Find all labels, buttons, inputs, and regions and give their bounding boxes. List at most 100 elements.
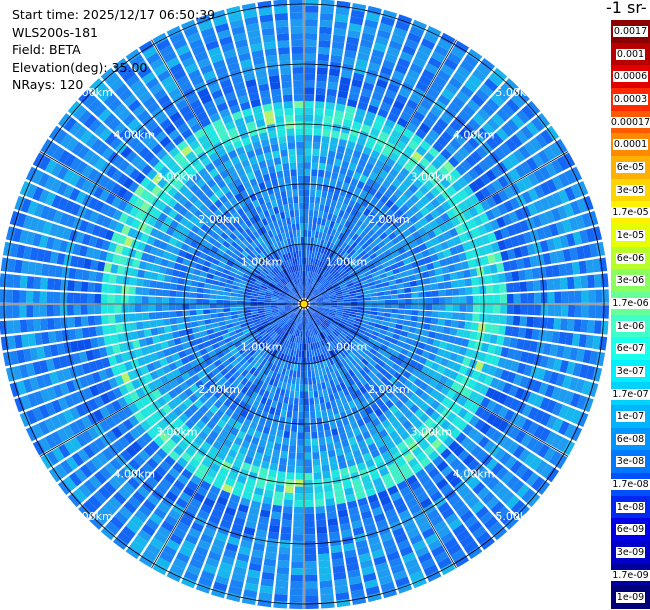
scan-bin [311,431,318,439]
scan-bin [260,358,268,366]
scan-bin [304,438,311,446]
scan-bin [310,175,317,184]
scan-bin [305,588,319,596]
scan-bin [304,513,315,521]
scan-bin [282,512,293,521]
scan-bin [128,286,136,295]
scan-bin [506,315,514,326]
scan-bin [223,308,231,313]
scan-bin [284,108,294,116]
scan-bin [418,356,428,365]
scan-bin [304,309,306,317]
scan-bin [444,378,455,388]
scan-bin [413,334,422,342]
scan-bin [304,466,313,474]
scan-bin [490,355,500,366]
scan-bin [256,371,264,380]
scan-bin [278,395,285,403]
scan-bin [404,309,412,315]
scan-bin [156,281,164,289]
scan-bin [371,393,381,403]
scan-bin [297,243,301,251]
scan-bin [293,203,299,211]
scan-bin [304,384,309,392]
scan-bin [338,516,350,525]
scan-bin [218,321,226,327]
scan-bin [294,209,300,217]
scan-bin [291,418,298,426]
scan-bin [358,340,366,348]
scan-bin [367,464,378,475]
scan-bin [468,520,483,534]
scan-bin [244,582,259,592]
scan-bin [452,404,463,415]
scan-bin [350,421,359,430]
scan-bin [395,457,407,468]
scan-bin [341,329,349,336]
scan-bin [182,310,190,317]
scan-bin [314,492,324,500]
scan-bin [197,509,210,521]
scan-bin [409,321,418,328]
scan-bin [343,542,356,552]
scan-bin [304,155,312,163]
scan-bin [309,203,315,211]
scan-bin [334,362,341,370]
scan-bin [421,350,430,359]
scan-bin [313,465,322,473]
scan-bin [359,369,367,378]
scan-bin [370,367,379,376]
scan-bin [267,362,274,370]
scan-bin [333,482,343,492]
scan-bin [446,360,456,370]
scan-bin [290,216,296,225]
scan-bin [308,307,314,313]
scan-bin [477,467,490,481]
scan-bin [343,445,352,455]
scan-bin [229,579,244,589]
scan-bin [399,430,410,441]
scan-bin [135,321,144,330]
scan-bin [558,420,570,436]
scan-bin [286,217,292,225]
scan-bin [313,128,322,136]
scan-bin [315,499,325,507]
scan-bin [497,325,506,335]
scan-bin [268,130,277,139]
scan-bin [284,389,290,398]
scan-bin [348,400,356,409]
scan-bin [428,450,440,462]
scan-bin [343,337,351,345]
scan-bin [279,345,285,353]
scan-bin [285,417,292,425]
scan-bin [304,148,312,156]
scan-bin [285,368,290,377]
scan-bin [343,306,351,309]
scan-bin [341,316,349,321]
scan-bin [282,87,293,96]
scan-bin [298,316,301,323]
scan-bin [272,150,281,159]
scan-bin [486,477,500,491]
scan-bin [343,304,351,307]
scan-bin [261,382,269,391]
scan-bin [376,380,385,389]
scan-bin [371,506,384,517]
scan-bin [53,291,61,304]
scan-bin [305,567,318,576]
scan-bin [314,342,319,350]
scan-bin [315,319,321,326]
scan-bin [341,366,348,374]
scan-bin [359,468,369,478]
scan-bin [335,312,343,317]
scan-bin [273,393,280,402]
scan-bin [230,427,240,437]
scan-bin [199,271,208,278]
scan-bin [380,325,389,331]
scan-bin [200,533,214,544]
scan-bin [297,357,301,365]
scan-bin [351,375,360,383]
scan-bin [309,305,317,309]
scan-bin [288,148,296,157]
scan-bin [409,359,419,368]
